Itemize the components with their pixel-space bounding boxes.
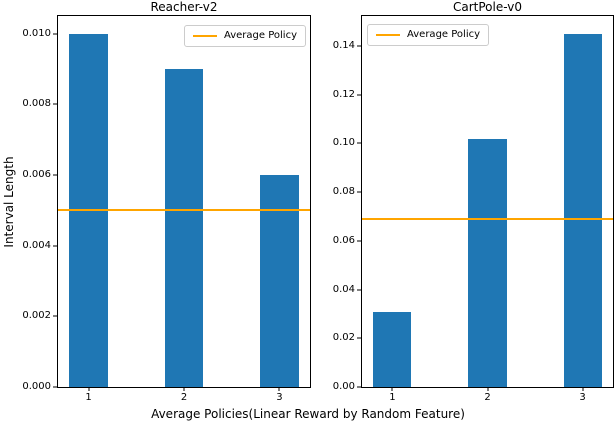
y-tick-mark bbox=[357, 191, 361, 193]
bar-1 bbox=[373, 311, 412, 387]
x-tick-mark bbox=[582, 387, 584, 391]
y-tick-mark bbox=[357, 94, 361, 96]
y-tick-mark bbox=[357, 289, 361, 291]
y-tick-mark bbox=[357, 386, 361, 388]
legend-line-swatch bbox=[192, 35, 217, 37]
y-axis-label: Interval Length bbox=[2, 156, 16, 248]
y-tick-label: 0.000 bbox=[22, 381, 51, 392]
y-tick-mark bbox=[357, 240, 361, 242]
average-policy-line bbox=[58, 209, 310, 212]
legend-label: Average Policy bbox=[223, 30, 297, 41]
x-tick-mark bbox=[391, 387, 393, 391]
y-tick-mark bbox=[53, 386, 57, 388]
y-tick-label: 0.006 bbox=[22, 169, 51, 180]
x-tick-mark bbox=[183, 387, 185, 391]
bar-3 bbox=[260, 175, 299, 387]
y-tick-label: 0.002 bbox=[22, 310, 51, 322]
y-tick-label: 0.004 bbox=[22, 239, 51, 251]
y-tick-label: 0.008 bbox=[22, 98, 51, 110]
y-tick-label: 0.010 bbox=[22, 27, 51, 39]
legend-label: Average Policy bbox=[407, 29, 481, 40]
bar-2 bbox=[164, 69, 204, 387]
y-tick-label: 0.14 bbox=[332, 39, 355, 51]
x-tick-label: 3 bbox=[579, 392, 586, 403]
legend-line-swatch bbox=[376, 34, 400, 36]
y-tick-mark bbox=[53, 103, 57, 105]
y-tick-mark bbox=[53, 174, 57, 176]
y-tick-label: 0.06 bbox=[332, 234, 355, 246]
y-tick-mark bbox=[53, 33, 57, 35]
y-tick-label: 0.00 bbox=[332, 381, 355, 392]
x-tick-mark bbox=[88, 387, 90, 391]
x-axis-label: Average Policies(Linear Reward by Random… bbox=[151, 407, 465, 421]
y-tick-label: 0.04 bbox=[332, 283, 355, 295]
x-tick-label: 1 bbox=[389, 392, 396, 403]
y-tick-mark bbox=[53, 245, 57, 247]
bar-3 bbox=[563, 33, 602, 387]
x-tick-mark bbox=[278, 387, 280, 391]
y-tick-label: 0.02 bbox=[332, 332, 355, 344]
y-tick-mark bbox=[357, 337, 361, 339]
legend: Average Policy bbox=[183, 25, 306, 47]
x-tick-label: 2 bbox=[180, 392, 188, 403]
x-tick-label: 3 bbox=[276, 392, 283, 403]
bar-2 bbox=[468, 138, 507, 387]
x-tick-mark bbox=[487, 387, 488, 391]
chart-title-reacher-v2: Reacher-v2 bbox=[150, 0, 218, 14]
y-tick-label: 0.10 bbox=[332, 137, 355, 149]
average-policy-line bbox=[362, 217, 613, 220]
legend: Average Policy bbox=[367, 24, 490, 46]
axes-cartpole-v0: 1 2 3 0.00 0.02 0.04 0.06 0.08 0.10 0.12 0.14 Avera… bbox=[333, 15, 614, 403]
x-tick-label: 1 bbox=[85, 392, 92, 403]
y-tick-label: 0.12 bbox=[332, 88, 355, 100]
chart-title-cartpole-v0: CartPole-v0 bbox=[453, 0, 522, 14]
axes-reacher-v2: 1 2 3 0.000 0.002 0.004 0.006 0.008 0.010 Average… bbox=[22, 15, 311, 403]
y-tick-mark bbox=[357, 45, 361, 47]
y-tick-label: 0.08 bbox=[332, 186, 355, 198]
y-tick-mark bbox=[357, 142, 361, 144]
y-tick-mark bbox=[53, 315, 57, 317]
x-tick-label: 2 bbox=[484, 392, 491, 403]
